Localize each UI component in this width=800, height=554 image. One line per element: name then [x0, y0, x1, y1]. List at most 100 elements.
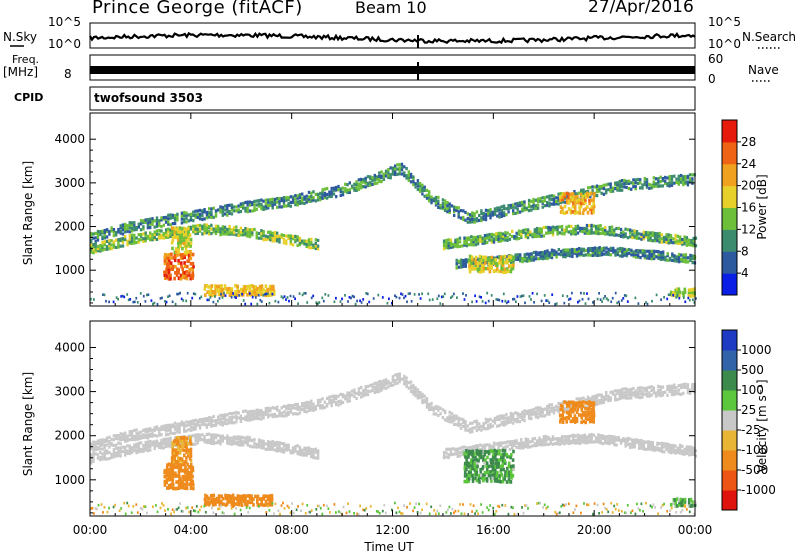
power-cell: [578, 249, 581, 253]
power-cell: [626, 300, 629, 303]
power-cell: [599, 227, 602, 231]
power-cell: [547, 228, 550, 232]
power-cell: [579, 229, 582, 233]
power-cell: [563, 192, 566, 196]
vel-cell: [136, 511, 139, 514]
vel-cell: [185, 479, 189, 484]
power-cell: [167, 253, 171, 257]
vel-cell: [133, 445, 136, 449]
power-cell: [214, 224, 218, 228]
vel-cell: [153, 442, 156, 446]
vel-cell: [382, 381, 386, 386]
power-cell: [482, 214, 485, 218]
vel-cell: [672, 501, 675, 505]
vel-cell: [480, 424, 483, 428]
power-cell: [260, 202, 263, 206]
vel-cell: [239, 417, 243, 421]
vel-cell: [477, 452, 481, 457]
vel-cell: [101, 452, 104, 456]
vel-cell: [675, 386, 678, 390]
power-cell: [506, 260, 509, 265]
vel-cell: [230, 440, 234, 444]
vel-cell: [173, 465, 177, 469]
power-cell: [558, 225, 561, 229]
vel-cell: [149, 434, 152, 438]
vel-cell: [441, 408, 445, 412]
vel-cell: [167, 428, 170, 432]
power-cell: [212, 227, 215, 231]
vel-cell: [298, 405, 302, 409]
power-cell: [531, 292, 534, 295]
vel-cell: [573, 407, 577, 412]
power-cell: [584, 302, 587, 305]
vel-cell: [244, 497, 247, 502]
power-patch-3: [468, 254, 515, 275]
vel-cell: [264, 409, 268, 414]
power-cell: [256, 286, 259, 291]
power-cell: [267, 200, 270, 204]
power-cell: [208, 215, 211, 219]
power-cell: [615, 233, 618, 237]
power-cell: [230, 208, 234, 212]
power-cell: [167, 274, 171, 278]
power-cell: [654, 177, 658, 181]
vel-cell: [510, 473, 513, 478]
power-cell: [596, 253, 599, 257]
power-cell: [590, 205, 594, 209]
vel-cell: [567, 414, 571, 418]
vel-cell: [90, 461, 93, 465]
vel-cell: [373, 385, 376, 389]
power-cell: [678, 293, 681, 298]
power-cell: [637, 249, 640, 253]
vel-cell: [604, 437, 607, 441]
power-cell: [236, 287, 239, 292]
vel-cell: [162, 446, 165, 450]
power-cell: [92, 248, 95, 252]
power-cell: [180, 264, 183, 269]
vel-cell: [478, 449, 481, 454]
power-cell: [528, 256, 531, 260]
power-cell: [205, 213, 209, 217]
vel-cell: [169, 445, 172, 449]
vel-cell: [599, 441, 602, 445]
vel-cell: [210, 424, 213, 428]
power-cell: [192, 219, 195, 223]
power-cell: [687, 290, 691, 295]
power-cell: [596, 247, 599, 251]
power-cell: [645, 183, 649, 187]
vel-cell: [533, 442, 537, 446]
power-cell: [167, 235, 170, 239]
power-cell: [221, 207, 224, 211]
vel-cell: [205, 419, 209, 423]
power-cell: [416, 187, 420, 192]
power-cell: [514, 256, 517, 260]
power-cell: [389, 176, 392, 180]
power-cell: [677, 252, 681, 257]
power-cell: [573, 211, 577, 215]
vel-cell: [563, 438, 566, 442]
power-cell: [562, 248, 565, 252]
vel-cell: [683, 452, 686, 456]
power-cell: [466, 212, 469, 216]
vel-cell: [105, 457, 109, 461]
vel-cell: [588, 419, 592, 424]
power-cell: [501, 236, 505, 240]
vel-cell: [177, 442, 180, 446]
vel-cell: [531, 444, 534, 448]
power-cell: [508, 233, 512, 237]
power-cell: [594, 224, 598, 229]
vel-cell: [228, 494, 231, 498]
power-cell: [414, 182, 417, 186]
power-cell: [294, 297, 296, 301]
power-cell: [173, 218, 177, 222]
vel-cell: [522, 443, 525, 447]
power-cell: [423, 185, 426, 189]
vel-cell: [551, 438, 555, 442]
vel-cell: [678, 451, 682, 455]
vel-cell: [251, 417, 254, 421]
power-cell: [462, 209, 465, 213]
power-patch-0: [163, 252, 195, 281]
power-cell: [620, 184, 624, 188]
vel-cell: [194, 438, 197, 443]
vel-cell: [273, 443, 277, 447]
